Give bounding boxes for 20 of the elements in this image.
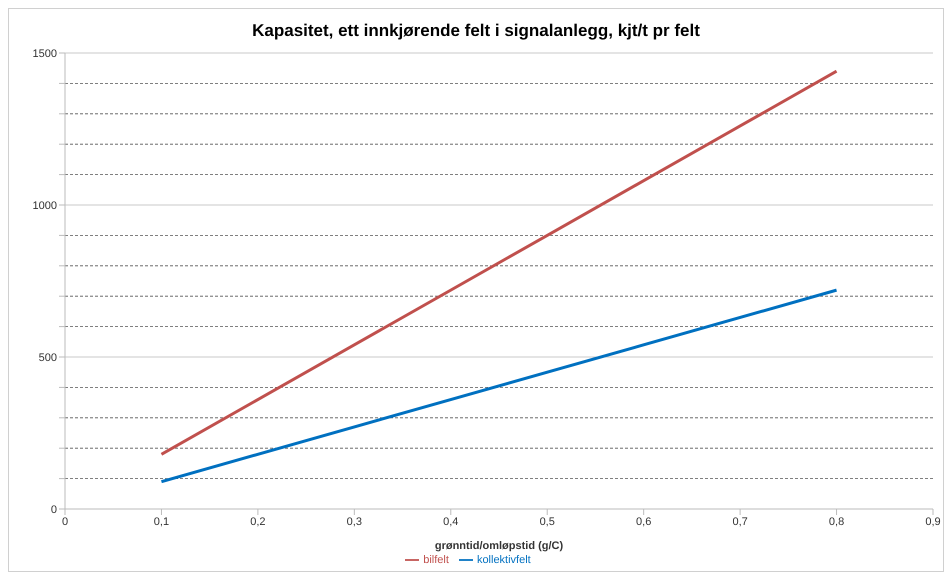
x-tick-label: 0,4 [443,516,458,528]
x-tick-label: 0,3 [346,516,362,528]
x-tick-label: 0 [62,516,68,528]
x-axis-title: grønntid/omløpstid (g/C) [434,540,564,552]
x-tick-label: 0,6 [636,516,652,528]
x-tick-label: 0,2 [250,516,266,528]
legend-label: bilfelt [423,554,449,566]
y-tick-label: 500 [38,352,57,364]
y-tick-label: 1500 [32,48,57,60]
line-series [160,70,838,456]
x-tick-label: 0,7 [732,516,748,528]
legend-label: kollektivfelt [476,554,531,566]
y-tick-label: 1000 [32,200,57,212]
x-tick-label: 0,8 [828,516,844,528]
x-tick-label: 0,5 [540,516,555,528]
line-series [160,288,838,484]
x-tick-label: 0,9 [925,516,941,528]
chart-title: Kapasitet, ett innkjørende felt i signalanlegg, kjt/t pr felt [251,20,701,41]
x-tick-label: 0,1 [154,516,170,528]
y-tick-label: 0 [50,504,57,516]
